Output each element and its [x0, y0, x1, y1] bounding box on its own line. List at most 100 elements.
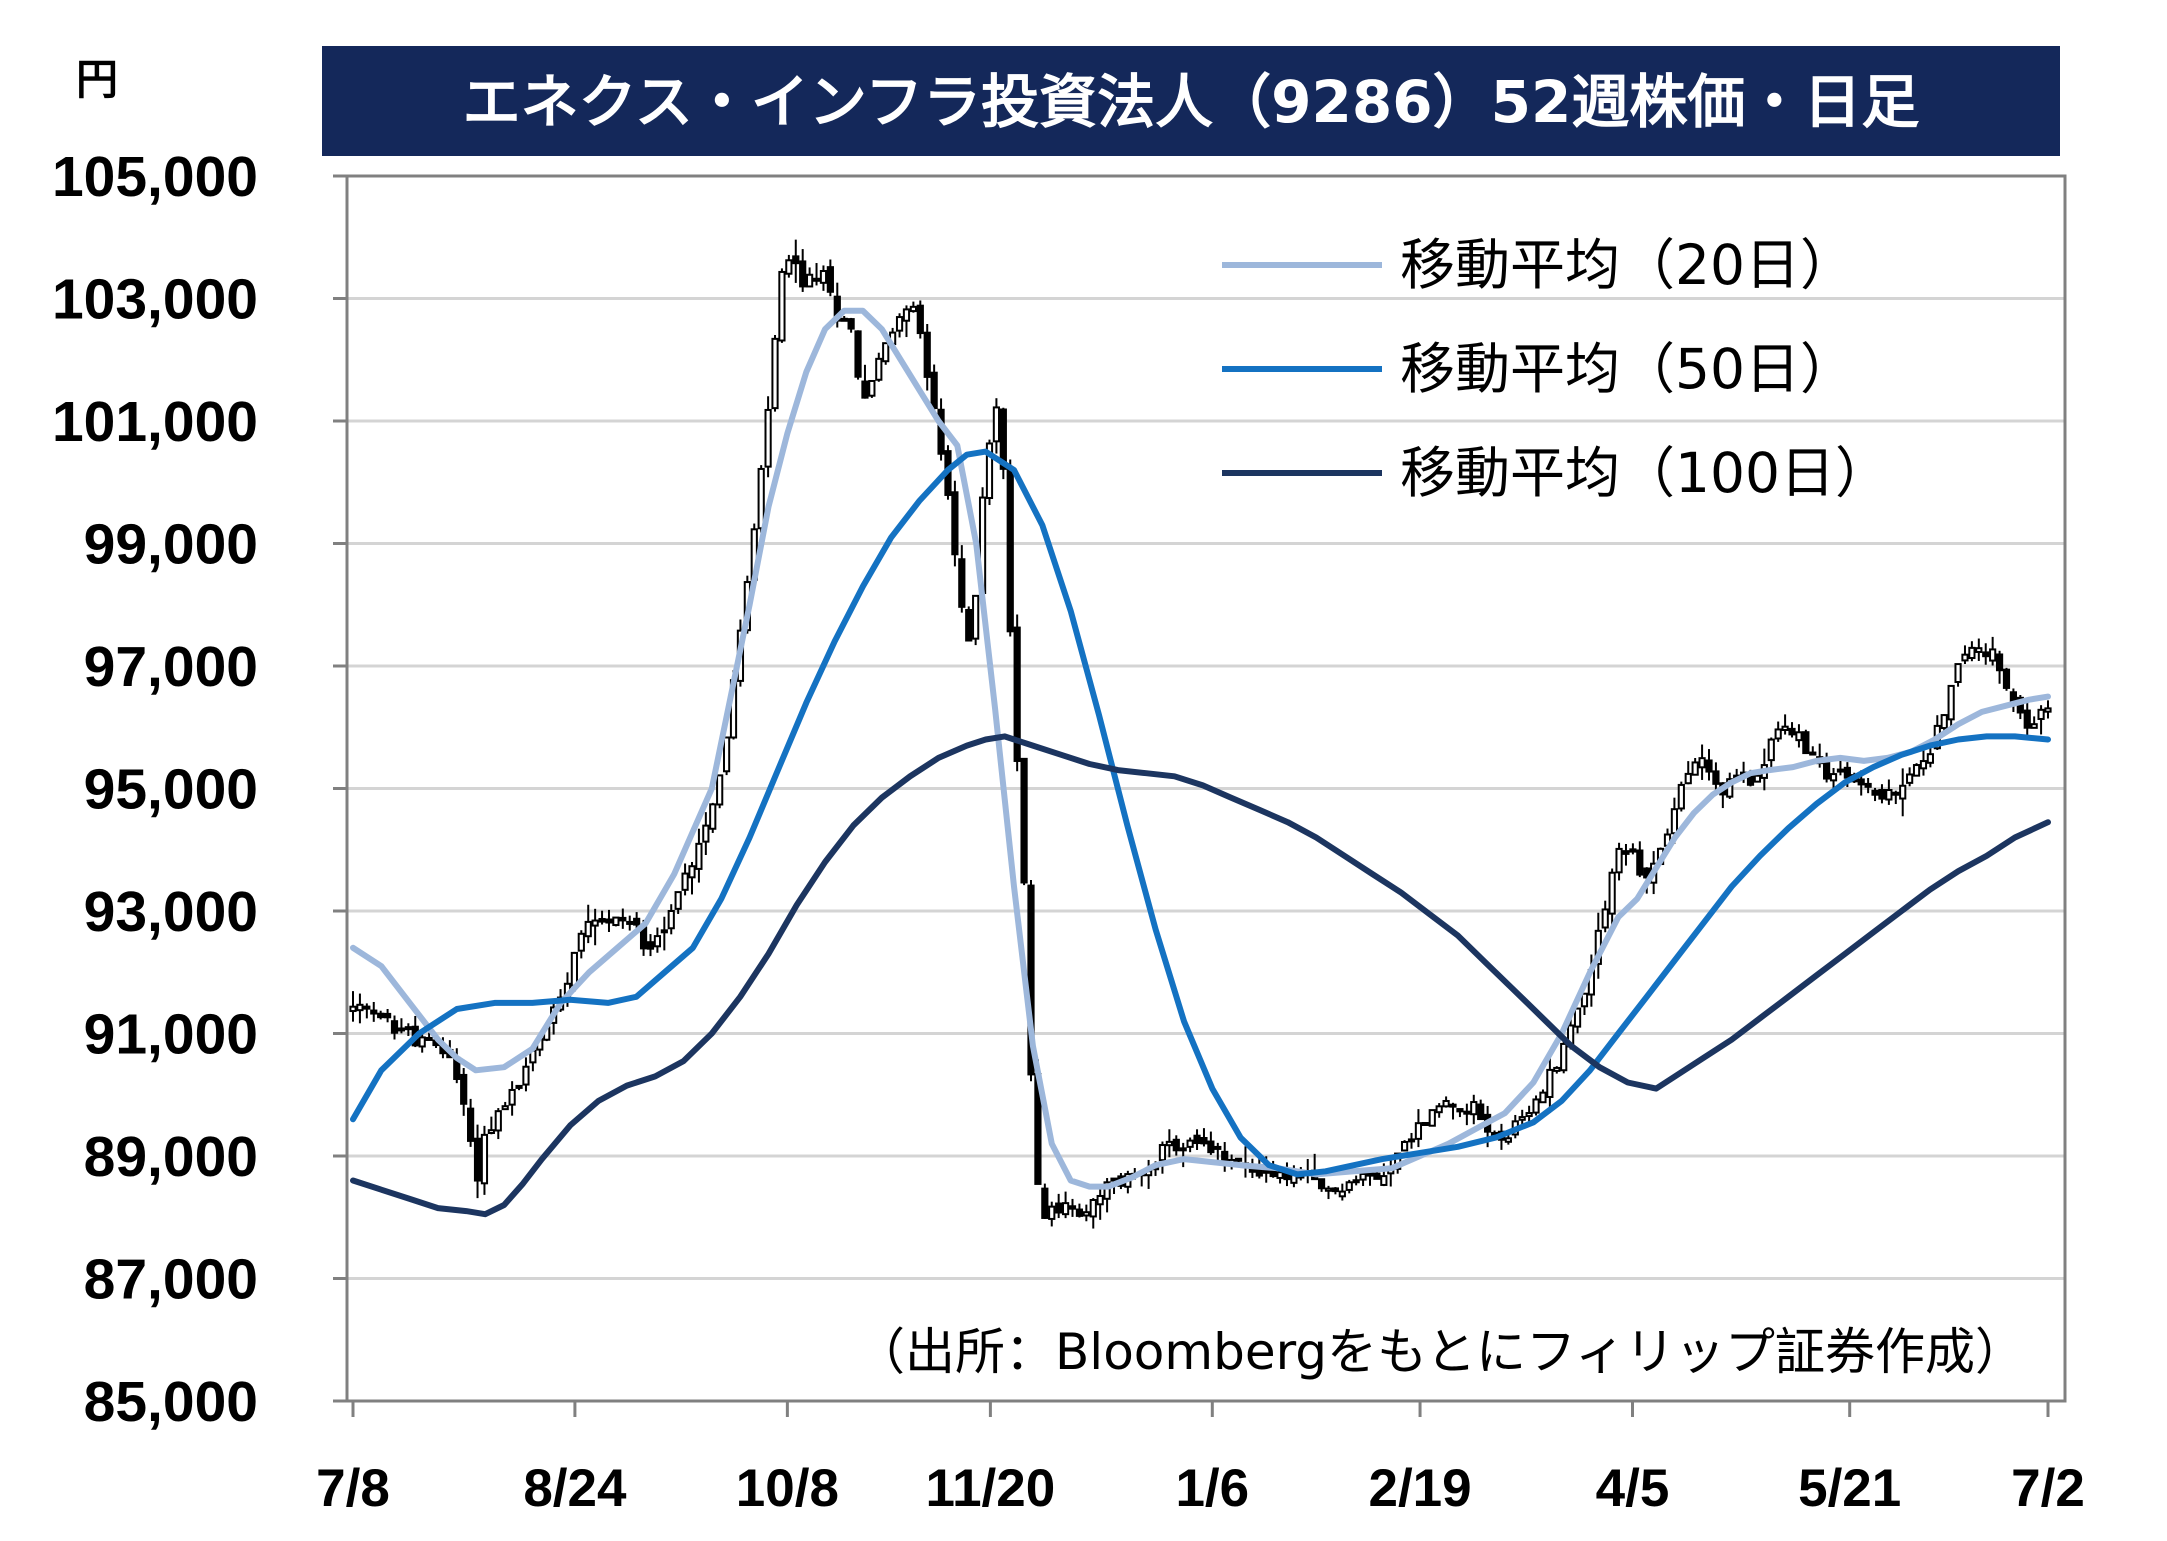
candle — [806, 267, 814, 288]
candle — [882, 342, 890, 365]
candle — [2002, 667, 2011, 691]
candle-body — [681, 872, 689, 891]
candle-body — [792, 255, 800, 265]
candle-body — [1186, 1139, 1194, 1148]
candle-body — [958, 558, 966, 608]
candle — [1809, 746, 1817, 756]
candle-body — [812, 277, 821, 282]
candle — [1096, 1188, 1104, 1220]
candle — [522, 1057, 530, 1092]
candle-body — [1781, 725, 1789, 732]
candle-body — [1912, 764, 1921, 777]
candle — [383, 1008, 392, 1023]
candle — [1781, 714, 1789, 735]
candle — [909, 301, 917, 313]
candle — [972, 594, 980, 646]
candle — [757, 465, 765, 533]
candle — [1442, 1096, 1450, 1108]
candle-body — [1767, 738, 1775, 762]
candle-body — [951, 491, 959, 556]
candle-body — [1774, 728, 1782, 740]
candle — [1919, 748, 1928, 776]
candle-body — [591, 919, 599, 927]
candle — [377, 1010, 385, 1020]
candle — [1636, 841, 1644, 878]
candle — [923, 323, 931, 391]
candle-body — [1809, 751, 1817, 756]
candle — [1400, 1140, 1409, 1152]
candle — [404, 1023, 412, 1036]
candle-body — [972, 594, 980, 640]
candle-body — [916, 304, 924, 335]
candle-body — [999, 408, 1007, 470]
candle-body — [1829, 773, 1838, 782]
candle-body — [460, 1073, 468, 1105]
candle-body — [1373, 1172, 1381, 1180]
candle — [1200, 1128, 1208, 1147]
candle — [778, 268, 786, 343]
candle — [1414, 1109, 1423, 1148]
candle — [349, 991, 357, 1022]
candle-body — [1338, 1190, 1346, 1198]
candle-body — [570, 951, 578, 987]
candle-body — [1698, 757, 1706, 769]
candle-body — [1331, 1187, 1340, 1193]
candle — [1705, 749, 1713, 781]
candle-body — [1061, 1202, 1070, 1216]
candle-body — [1843, 766, 1851, 779]
candle — [1829, 767, 1838, 790]
candle-body — [1041, 1187, 1049, 1219]
candle — [1276, 1169, 1284, 1184]
candle-body — [1712, 770, 1720, 785]
candle-body — [1442, 1099, 1450, 1108]
candle — [951, 480, 959, 567]
candle — [487, 1116, 495, 1135]
candle-body — [577, 932, 585, 952]
candle — [771, 334, 779, 412]
candle-body — [1560, 1042, 1568, 1072]
candle-body — [716, 774, 724, 806]
candle — [667, 904, 675, 935]
candle-body — [1352, 1179, 1360, 1184]
candle-body — [1601, 908, 1609, 929]
candle-body — [1345, 1181, 1353, 1191]
candle — [847, 317, 855, 333]
candle-body — [992, 406, 1001, 443]
candle-body — [1926, 753, 1934, 764]
candle — [902, 305, 911, 338]
candle-body — [1428, 1109, 1436, 1127]
ma-line-20 — [350, 307, 2051, 1190]
candle-body — [619, 916, 627, 922]
candle-body — [1871, 789, 1879, 796]
candle-body — [425, 1036, 433, 1041]
candle-body — [1995, 653, 2004, 672]
candle — [840, 315, 848, 322]
candle — [1684, 761, 1692, 785]
candle-body — [1477, 1103, 1485, 1121]
candle — [1615, 842, 1623, 881]
candle-body — [1262, 1169, 1270, 1174]
candle-body — [515, 1084, 523, 1089]
candle — [1359, 1172, 1367, 1187]
candle-body — [383, 1012, 392, 1019]
candle-body — [480, 1133, 489, 1185]
candle-body — [1553, 1066, 1561, 1072]
candle — [1767, 737, 1775, 770]
candle-body — [1276, 1171, 1284, 1179]
candle — [916, 300, 924, 339]
candle-body — [909, 305, 917, 313]
candle — [508, 1081, 516, 1116]
candle-body — [1629, 848, 1637, 853]
candle-body — [1089, 1199, 1097, 1218]
candle — [1207, 1131, 1215, 1155]
candle — [591, 908, 599, 946]
candle — [612, 916, 620, 927]
candle-body — [1975, 647, 1983, 653]
candle — [826, 259, 834, 297]
x-tick-label: 7/2 — [2011, 1459, 2085, 1518]
candle — [1068, 1198, 1077, 1217]
candle — [473, 1124, 482, 1199]
candle-body — [1864, 782, 1872, 788]
